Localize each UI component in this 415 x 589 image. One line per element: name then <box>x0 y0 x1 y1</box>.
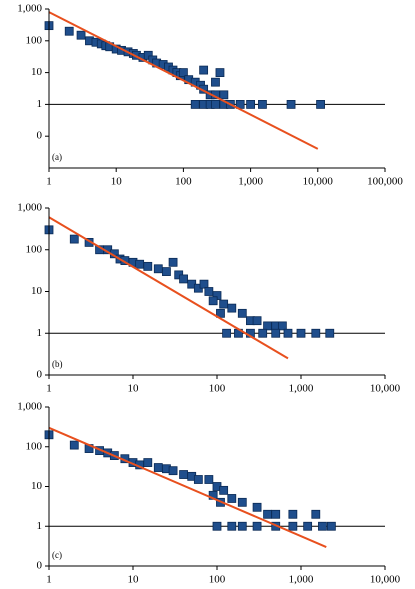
x-tick-label: 100 <box>209 574 226 586</box>
y-tick-label: 0 <box>37 369 43 381</box>
data-point <box>135 259 145 269</box>
data-point <box>143 50 153 60</box>
x-tick-label: 10 <box>111 176 123 188</box>
y-tick-label: 0 <box>37 560 43 572</box>
data-point <box>168 466 178 476</box>
data-point <box>271 328 281 338</box>
data-point <box>204 475 214 484</box>
data-point <box>208 296 218 306</box>
x-tick-label: 1 <box>46 176 52 188</box>
y-tick-label: 1 <box>37 327 43 339</box>
data-point <box>237 308 247 318</box>
data-point <box>179 274 188 284</box>
data-point <box>311 328 321 338</box>
data-point <box>246 100 256 109</box>
data-point <box>227 494 237 503</box>
y-tick-label: 1,000 <box>17 202 42 214</box>
data-point <box>311 509 321 519</box>
data-point <box>237 497 247 507</box>
data-point <box>252 521 262 531</box>
data-point <box>216 308 225 318</box>
x-tick-label: 1,000 <box>289 383 314 395</box>
data-point <box>215 68 225 77</box>
data-point <box>153 264 163 274</box>
x-tick-label: 1,000 <box>289 574 314 586</box>
data-point <box>222 328 231 338</box>
data-point <box>263 509 272 519</box>
y-tick-label: 100 <box>26 243 43 255</box>
y-tick-label: 100 <box>26 34 43 46</box>
y-tick-label: 100 <box>26 440 43 452</box>
x-tick-label: 1,000 <box>238 176 263 188</box>
data-point <box>153 463 163 472</box>
data-point <box>252 316 262 326</box>
data-point <box>190 100 200 109</box>
data-point <box>143 458 153 467</box>
data-point <box>252 502 262 512</box>
data-point <box>179 470 188 479</box>
data-point <box>277 321 287 331</box>
y-tick-label: 10 <box>31 66 43 78</box>
data-point <box>162 267 171 276</box>
data-point <box>219 299 229 309</box>
data-point <box>219 485 229 495</box>
data-point <box>283 328 293 338</box>
data-point <box>258 328 268 338</box>
data-point <box>212 521 222 531</box>
data-point <box>326 521 336 531</box>
x-tick-label: 100,000 <box>367 176 403 188</box>
data-point <box>69 440 79 450</box>
y-tick-label: 1,000 <box>17 401 42 413</box>
data-point <box>199 279 209 289</box>
trend-line <box>48 216 289 360</box>
y-tick-label: 1 <box>37 520 43 532</box>
data-point <box>69 234 79 244</box>
data-point <box>316 100 325 109</box>
x-tick-label: 10,000 <box>303 176 334 188</box>
data-point <box>193 475 203 484</box>
panel-label: (b) <box>52 359 63 369</box>
data-point <box>64 26 74 36</box>
trend-line <box>48 426 327 548</box>
x-tick-label: 1 <box>46 383 52 395</box>
x-tick-label: 10,000 <box>370 574 401 586</box>
trend-line <box>48 11 319 150</box>
panel-label: (c) <box>52 550 62 560</box>
data-point <box>211 77 220 87</box>
x-tick-label: 10,000 <box>370 383 401 395</box>
data-point <box>303 521 313 531</box>
data-point <box>318 521 327 531</box>
data-point <box>199 65 209 75</box>
data-point <box>178 68 188 77</box>
data-point <box>237 521 247 531</box>
y-tick-label: 0 <box>37 130 43 142</box>
data-point <box>76 30 86 40</box>
y-tick-label: 1 <box>37 98 43 110</box>
y-tick-label: 10 <box>31 285 43 297</box>
panel-label: (a) <box>52 152 62 162</box>
data-point <box>227 521 237 531</box>
x-tick-label: 100 <box>175 176 192 188</box>
data-point <box>258 100 267 109</box>
data-point <box>143 261 153 271</box>
y-tick-label: 1,000 <box>17 3 42 15</box>
x-tick-label: 1 <box>46 574 52 586</box>
data-point <box>288 521 298 531</box>
data-point <box>263 321 272 331</box>
x-tick-label: 100 <box>209 383 226 395</box>
data-point <box>296 328 306 338</box>
data-point <box>325 328 335 338</box>
data-point <box>168 257 178 267</box>
data-point <box>286 100 296 109</box>
data-point <box>219 90 229 100</box>
data-point <box>211 100 220 109</box>
x-tick-label: 10 <box>128 383 140 395</box>
data-point <box>227 303 237 313</box>
data-point <box>288 509 298 519</box>
data-point <box>271 509 281 519</box>
y-tick-label: 10 <box>31 480 43 492</box>
x-tick-label: 10 <box>128 574 140 586</box>
data-point <box>204 287 214 296</box>
